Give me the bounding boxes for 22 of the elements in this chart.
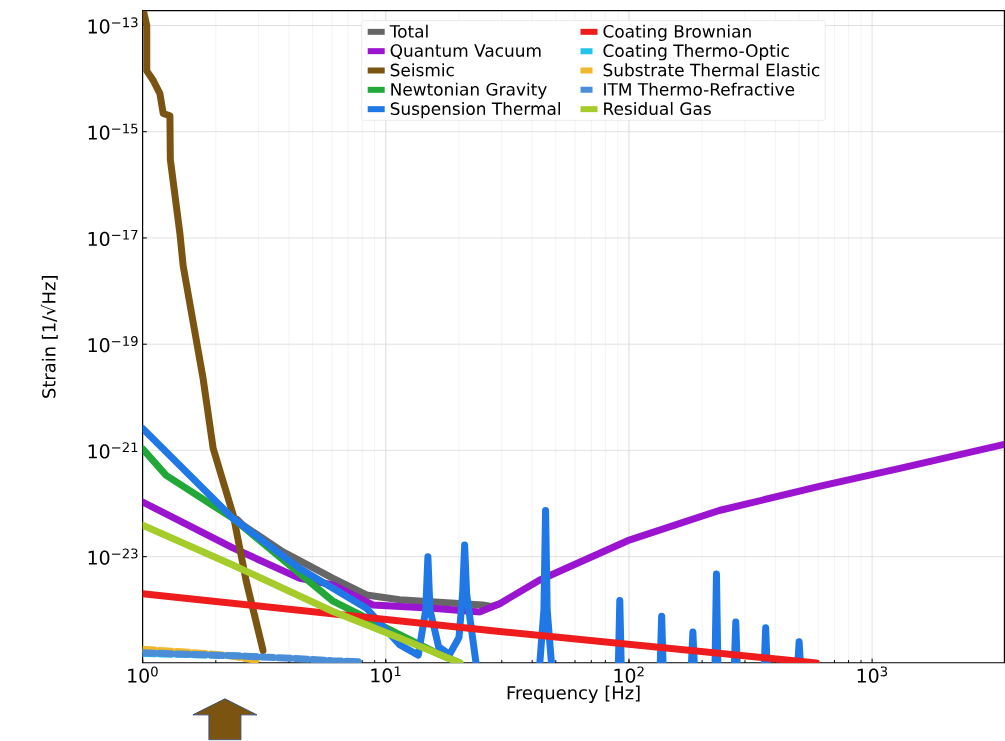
legend-label: Residual Gas [604, 102, 711, 116]
x-axis-title: Frequency [Hz] [507, 685, 640, 704]
legend-label: Suspension Thermal [390, 102, 560, 119]
legend-label: Quantum Vacuum [390, 44, 541, 60]
x-tick-label: 10$^{2}$ [614, 666, 644, 683]
legend-label: Seismic [390, 63, 454, 77]
x-tick-label: 10$^{1}$ [371, 666, 401, 683]
legend-label: Coating Brownian [603, 24, 751, 42]
legend-label: Substrate Thermal Elastic [603, 63, 820, 77]
y-tick-label: 10$^{−23}$ [88, 548, 138, 566]
y-tick-label: 10$^{−15}$ [88, 123, 138, 141]
legend-label: ITM Thermo-Refractive [604, 82, 795, 96]
y-tick-label: 10$^{−13}$ [88, 17, 138, 34]
legend-label: Coating Thermo-Optic [603, 44, 789, 61]
legend-label: Newtonian Gravity [391, 82, 547, 100]
y-tick-label: 10$^{−21}$ [88, 442, 138, 459]
x-tick-label: 10$^{3}$ [857, 666, 888, 683]
legend-label: Total [389, 24, 428, 38]
x-tick-label: 10$^{0}$ [128, 666, 158, 683]
y-tick-label: 10$^{−17}$ [88, 230, 138, 247]
y-axis-title: Strain [1/√Hz] [40, 276, 58, 399]
y-tick-label: 10$^{−19}$ [88, 336, 138, 353]
